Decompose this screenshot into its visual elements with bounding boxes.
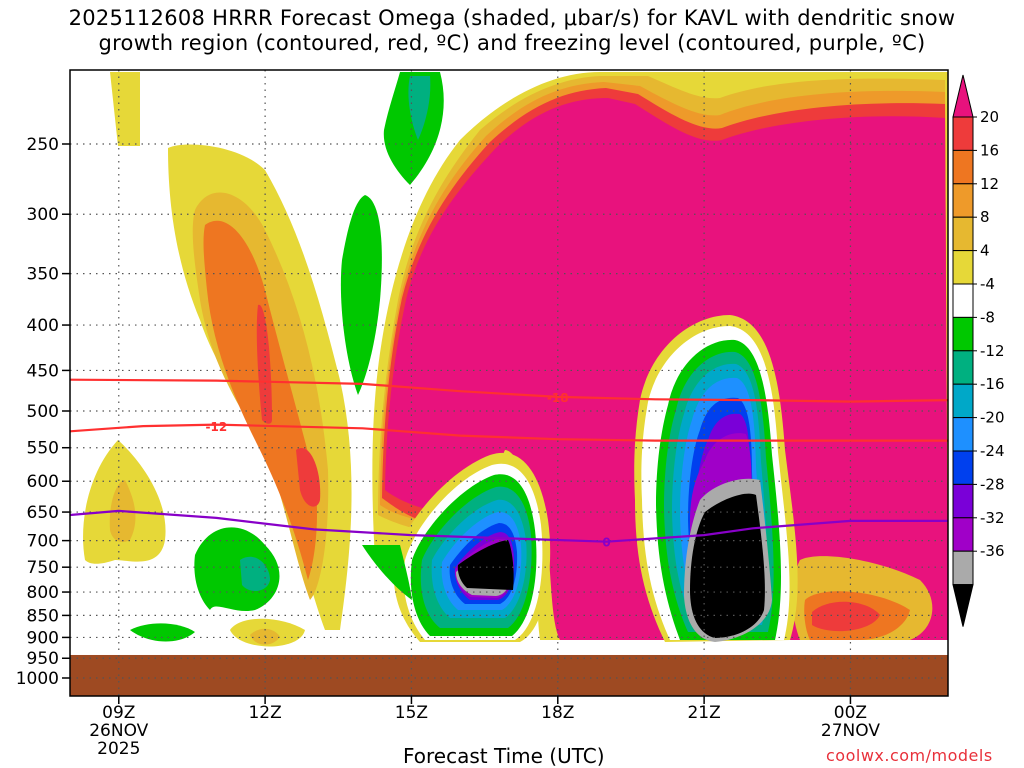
- omega-contour-m4: [340, 195, 382, 395]
- y-axis: 2503003504004505005506006507007508008509…: [16, 135, 70, 689]
- y-tick-label: 450: [27, 361, 59, 381]
- colorbar-swatch: [952, 417, 974, 452]
- colorbar-swatch: [952, 116, 974, 151]
- colorbar-swatch: [952, 250, 974, 285]
- y-tick-label: 400: [27, 316, 59, 336]
- y-tick-label: 650: [27, 503, 59, 523]
- y-tick-label: 350: [27, 265, 59, 285]
- plot-frame: [69, 69, 949, 697]
- credit-link[interactable]: coolwx.com/models: [826, 746, 993, 765]
- y-tick-label: 300: [27, 205, 59, 225]
- x-tick-label: 18Z: [541, 703, 574, 723]
- x-tick-label: 12Z: [248, 703, 281, 723]
- colorbar-label: 16: [980, 141, 999, 159]
- omega-contour-4: [110, 72, 140, 146]
- dgz-contour-label: -12: [205, 420, 227, 434]
- omega-contour-m4: [130, 623, 195, 642]
- colorbar-label: -32: [980, 509, 1005, 527]
- omega-contour-m4: [362, 545, 412, 600]
- colorbar-swatch: [952, 316, 974, 352]
- colorbar-top-arrow: [952, 74, 974, 118]
- colorbar-swatch: [952, 149, 974, 185]
- y-tick-label: 500: [27, 402, 59, 422]
- omega-contour-16: [296, 448, 321, 507]
- colorbar-label: -28: [980, 475, 1005, 493]
- colorbar-label: -24: [980, 442, 1005, 460]
- colorbar-label: -36: [980, 542, 1005, 560]
- below-ground-region: [70, 654, 948, 696]
- colorbar-label: 8: [980, 208, 990, 226]
- y-tick-label: 900: [27, 628, 59, 648]
- colorbar-label: 20: [980, 108, 999, 126]
- colorbar-label: 4: [980, 242, 990, 260]
- y-tick-label: 750: [27, 558, 59, 578]
- x-tick-label: 21Z: [687, 703, 720, 723]
- y-tick-label: 950: [27, 649, 59, 669]
- dgz-contour-label: -18: [547, 391, 569, 405]
- dgz-contour-line: [69, 378, 949, 403]
- omega-shading: [70, 70, 948, 696]
- x-tick-label: 27NOV: [821, 721, 880, 741]
- omega-contour-16: [812, 601, 880, 632]
- colorbar-swatch: [952, 183, 974, 218]
- omega-contour-m8: [240, 556, 270, 592]
- omega-contour-min: [457, 540, 514, 590]
- x-axis-label: Forecast Time (UTC): [403, 744, 605, 768]
- colorbar-label: -16: [980, 375, 1005, 393]
- dgz-contours: -12 -18: [69, 378, 949, 442]
- colorbar-bottom-arrow: [952, 584, 974, 627]
- colorbar-label: 12: [980, 175, 999, 193]
- omega-contour-m8: [408, 76, 431, 140]
- freezing-level-line: [69, 509, 948, 543]
- x-tick-label: 00Z: [834, 703, 867, 723]
- colorbar-label: -12: [980, 342, 1005, 360]
- y-tick-label: 550: [27, 439, 59, 459]
- y-tick-label: 1000: [16, 669, 59, 689]
- colorbar-label: -20: [980, 409, 1005, 427]
- colorbar-swatch: [952, 550, 974, 586]
- colorbar-swatch: [952, 483, 974, 519]
- x-tick-label: 2025: [97, 739, 140, 759]
- x-tick-label: 09Z: [102, 703, 135, 723]
- colorbar-swatch: [952, 517, 974, 552]
- grid: [70, 70, 948, 696]
- colorbar-swatch: [952, 350, 974, 385]
- colorbar-label: -4: [980, 275, 995, 293]
- y-tick-label: 800: [27, 583, 59, 603]
- colorbar-swatch: [952, 450, 974, 485]
- y-tick-label: 250: [27, 135, 59, 155]
- y-tick-label: 850: [27, 606, 59, 626]
- colorbar-swatch: [952, 216, 974, 252]
- freezing-level-contour: 0: [69, 509, 948, 550]
- freezing-level-label: 0: [602, 536, 610, 550]
- y-tick-label: 700: [27, 532, 59, 552]
- y-tick-label: 600: [27, 472, 59, 492]
- colorbar-label: -8: [980, 308, 995, 326]
- dgz-contour-line: [69, 423, 948, 442]
- colorbar: 20 16 12 8 4 -4 -8 -12 -16 -20 -24 -28 -32 -36: [952, 74, 1005, 627]
- colorbar-swatch: [952, 283, 974, 318]
- x-tick-label: 26NOV: [89, 721, 148, 741]
- omega-contour-16: [256, 304, 272, 424]
- chart-title: 2025112608 HRRR Forecast Omega (shaded, …: [68, 6, 956, 55]
- colorbar-swatch: [952, 383, 974, 419]
- x-tick-label: 15Z: [395, 703, 428, 723]
